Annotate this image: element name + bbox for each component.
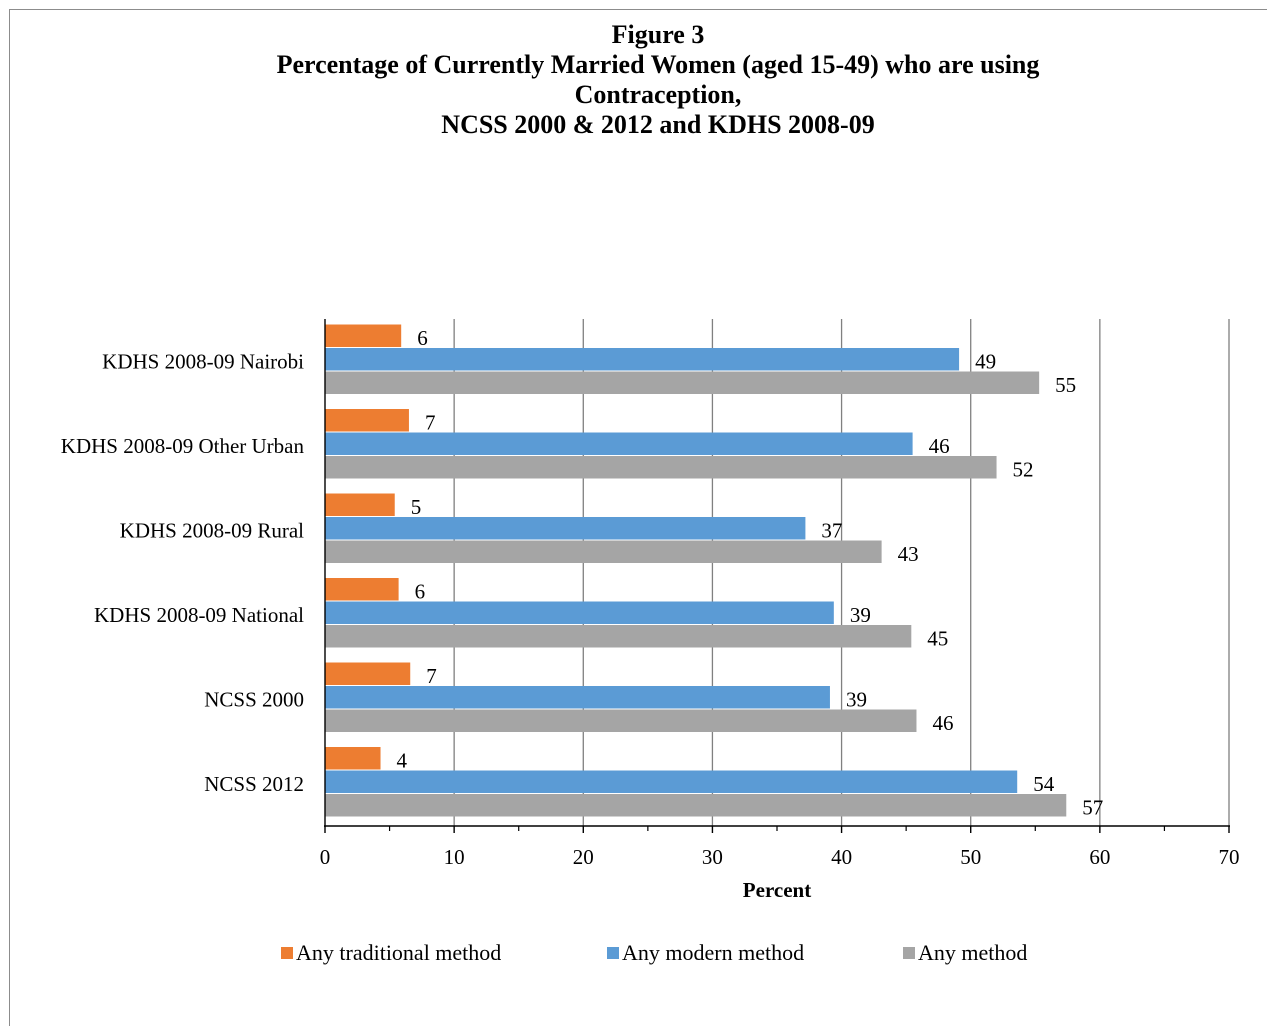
legend-swatch-traditional [281, 947, 293, 959]
legend-label-traditional: Any traditional method [296, 940, 502, 965]
legend-swatch-modern [607, 947, 619, 959]
legend-label-any: Any method [918, 940, 1028, 965]
title-line-4: NCSS 2000 & 2012 and KDHS 2008-09 [441, 110, 875, 139]
data-label-any-modern-method-kdhs-2008-09-national: 39 [850, 603, 871, 627]
data-label-any-traditional-method-kdhs-2008-09-national: 6 [415, 579, 426, 603]
data-label-any-method-kdhs-2008-09-other-urban: 52 [1013, 457, 1034, 481]
data-label-any-traditional-method-kdhs-2008-09-rural: 5 [411, 495, 422, 519]
data-label-any-method-ncss-2012: 57 [1082, 795, 1103, 819]
category-label-kdhs-2008-09-rural: KDHS 2008-09 Rural [120, 518, 304, 542]
bar-any-modern-method-kdhs-2008-09-national [325, 601, 834, 624]
x-tick-label-70: 70 [1219, 845, 1240, 869]
legend-item-modern: Any modern method [607, 940, 804, 966]
category-label-kdhs-2008-09-nairobi: KDHS 2008-09 Nairobi [102, 349, 304, 373]
chart-title: Figure 3 Percentage of Currently Married… [0, 20, 1268, 140]
bar-any-traditional-method-kdhs-2008-09-nairobi [325, 324, 402, 347]
bar-any-method-kdhs-2008-09-rural [325, 540, 882, 563]
x-tick-label-20: 20 [573, 845, 594, 869]
bar-any-method-kdhs-2008-09-nairobi [325, 371, 1040, 394]
data-label-any-modern-method-kdhs-2008-09-nairobi: 49 [975, 349, 996, 373]
data-label-any-modern-method-kdhs-2008-09-other-urban: 46 [929, 434, 950, 458]
data-label-any-traditional-method-ncss-2000: 7 [426, 664, 437, 688]
bar-any-traditional-method-ncss-2012 [325, 747, 381, 770]
bar-any-traditional-method-kdhs-2008-09-other-urban [325, 409, 409, 432]
x-tick-label-0: 0 [320, 845, 331, 869]
data-label-any-traditional-method-ncss-2012: 4 [397, 748, 408, 772]
bar-any-traditional-method-kdhs-2008-09-rural [325, 493, 395, 516]
data-label-any-traditional-method-kdhs-2008-09-nairobi: 6 [417, 326, 428, 350]
data-label-any-method-kdhs-2008-09-national: 45 [927, 626, 948, 650]
x-axis-label: Percent [743, 878, 811, 902]
bar-any-traditional-method-kdhs-2008-09-national [325, 578, 399, 601]
bar-any-method-ncss-2000 [325, 709, 917, 732]
bar-any-modern-method-kdhs-2008-09-rural [325, 517, 806, 540]
title-line-2: Percentage of Currently Married Women (a… [276, 50, 1040, 79]
legend-swatch-any [903, 947, 915, 959]
bar-any-modern-method-kdhs-2008-09-nairobi [325, 348, 960, 371]
title-line-1: Figure 3 [611, 20, 705, 49]
category-label-ncss-2012: NCSS 2012 [204, 772, 304, 796]
x-tick-label-10: 10 [444, 845, 465, 869]
bar-any-method-kdhs-2008-09-national [325, 625, 912, 648]
data-label-any-modern-method-ncss-2012: 54 [1033, 772, 1055, 796]
bar-any-modern-method-kdhs-2008-09-other-urban [325, 432, 913, 455]
bar-any-traditional-method-ncss-2000 [325, 662, 411, 685]
title-line-3: Contraception, [574, 80, 742, 109]
x-tick-label-50: 50 [960, 845, 981, 869]
legend-item-any: Any method [903, 940, 1027, 966]
x-tick-label-30: 30 [702, 845, 723, 869]
data-label-any-method-kdhs-2008-09-nairobi: 55 [1055, 373, 1076, 397]
bar-any-method-ncss-2012 [325, 794, 1067, 817]
legend: Any traditional method Any modern method… [0, 940, 1268, 968]
legend-item-traditional: Any traditional method [281, 940, 501, 966]
data-label-any-method-kdhs-2008-09-rural: 43 [898, 542, 919, 566]
bar-any-method-kdhs-2008-09-other-urban [325, 456, 997, 479]
data-label-any-modern-method-ncss-2000: 39 [846, 687, 867, 711]
data-label-any-modern-method-kdhs-2008-09-rural: 37 [821, 518, 842, 542]
category-label-kdhs-2008-09-other-urban: KDHS 2008-09 Other Urban [61, 434, 305, 458]
chart-frame [9, 9, 1267, 1026]
x-tick-label-40: 40 [831, 845, 852, 869]
bar-any-modern-method-ncss-2012 [325, 770, 1018, 793]
category-label-ncss-2000: NCSS 2000 [204, 687, 304, 711]
data-label-any-traditional-method-kdhs-2008-09-other-urban: 7 [425, 410, 436, 434]
x-tick-label-60: 60 [1089, 845, 1110, 869]
category-label-kdhs-2008-09-national: KDHS 2008-09 National [94, 603, 304, 627]
data-label-any-method-ncss-2000: 46 [932, 711, 953, 735]
bar-any-modern-method-ncss-2000 [325, 686, 830, 709]
legend-label-modern: Any modern method [622, 940, 805, 965]
